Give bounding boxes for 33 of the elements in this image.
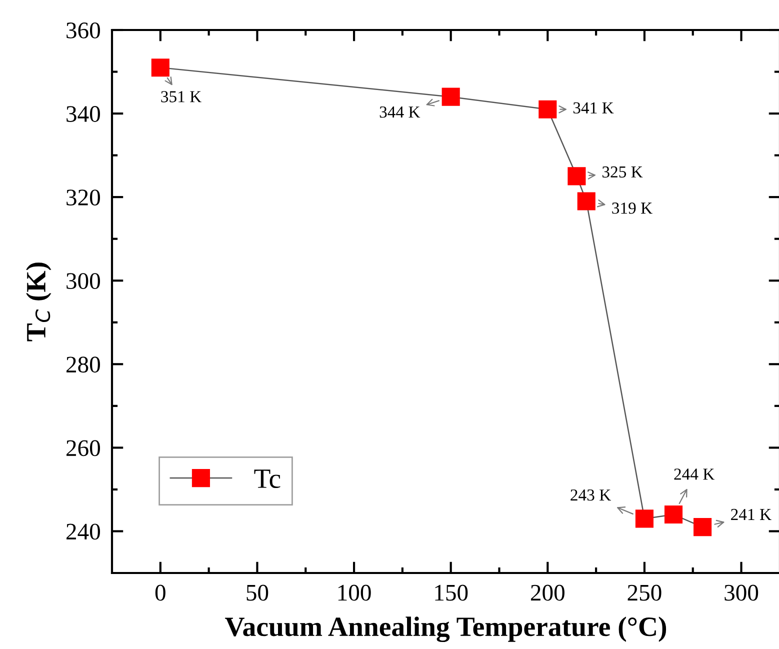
y-tick-label: 280: [66, 356, 100, 373]
point: [635, 510, 654, 528]
x-tick-label: 0: [155, 584, 166, 601]
annotation: 319 K: [612, 202, 652, 214]
point: [538, 100, 557, 118]
annotation: 344 K: [380, 106, 420, 118]
y-axis-title: T$_{C}$ (K): [26, 262, 52, 342]
x-axis-title: Vacuum Annealing Temperature (°C): [225, 616, 666, 642]
x-tick-label: 50: [246, 584, 268, 601]
annotation: 351 K: [161, 91, 202, 102]
annotation: 241 K: [731, 508, 772, 520]
y-tick-label: 340: [66, 106, 100, 122]
x-tick-label: 250: [628, 584, 662, 601]
y-tick-label: 260: [66, 440, 100, 456]
y-tick-label: 320: [66, 190, 100, 206]
x-tick-label: 100: [338, 584, 371, 601]
y-tick-label: 300: [66, 273, 100, 290]
x-tick-label: 150: [435, 584, 468, 601]
annotation: 243 K: [570, 489, 611, 501]
x-tick-label: 200: [530, 584, 564, 601]
point: [664, 505, 683, 524]
y-tick-label: 360: [66, 22, 100, 38]
annotation: 325 K: [602, 166, 643, 178]
annotation: 341 K: [573, 102, 614, 114]
annotation: 244 K: [674, 468, 715, 480]
point: [694, 518, 712, 536]
point: [568, 167, 586, 186]
point: [151, 58, 170, 77]
point: [442, 88, 460, 106]
point: [577, 192, 596, 210]
legend-label: Tc: [254, 470, 280, 488]
x-tick-label: 300: [724, 584, 758, 601]
y-tick-label: 240: [66, 524, 100, 540]
